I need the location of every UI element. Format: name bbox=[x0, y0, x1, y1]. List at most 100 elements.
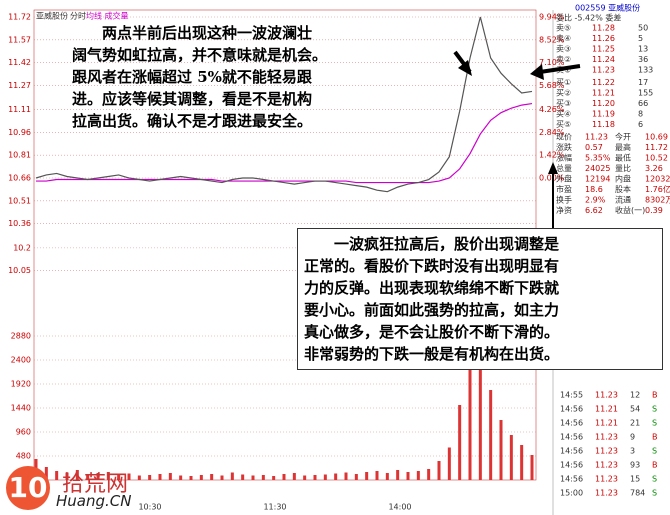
trade-cell: 93 bbox=[630, 461, 640, 470]
volume-bar bbox=[106, 472, 110, 480]
y-tick-label: 11.11 bbox=[8, 105, 31, 114]
stat-cell: 6.62 bbox=[585, 206, 603, 215]
y-tick-label: 11.57 bbox=[8, 35, 31, 44]
trade-cell: S bbox=[652, 489, 657, 498]
y-tick-label: 480 bbox=[16, 452, 31, 461]
pct-tick-label: 4.26% bbox=[539, 105, 565, 114]
x-tick-label: 10:30 bbox=[138, 503, 161, 512]
pct-tick-label: 2.84% bbox=[539, 128, 565, 137]
volume-bar bbox=[251, 475, 255, 480]
volume-bar bbox=[344, 472, 348, 480]
stat-cell: 11.23 bbox=[585, 133, 608, 142]
stat-cell: 净资 bbox=[556, 205, 572, 215]
volume-bar bbox=[292, 473, 296, 480]
trade-cell: 11.23 bbox=[595, 391, 618, 400]
stat-cell: 2.9% bbox=[585, 196, 606, 205]
volume-bar bbox=[65, 472, 69, 480]
trade-cell: 14:56 bbox=[560, 461, 583, 470]
arrowhead bbox=[530, 64, 544, 80]
stat-cell: 现价 bbox=[556, 133, 572, 142]
trade-cell: S bbox=[652, 419, 657, 428]
buy-cell: 买③ bbox=[556, 99, 571, 108]
y-tick-label: 10.51 bbox=[8, 196, 31, 205]
y-tick-label: 11.72 bbox=[8, 13, 31, 22]
volume-bar bbox=[179, 475, 183, 480]
y-tick-label: 1440 bbox=[11, 404, 31, 413]
volume-bar bbox=[55, 471, 59, 480]
note-line: 进。应该等候其调整，看是不是机构 bbox=[72, 90, 313, 108]
buy-cell: 17 bbox=[638, 78, 648, 87]
stat-cell: 1.76亿 bbox=[645, 184, 670, 194]
sell-cell: 133 bbox=[638, 66, 653, 75]
sell-cell: 11.23 bbox=[592, 66, 615, 75]
volume-bar bbox=[303, 475, 307, 480]
trade-cell: 14:56 bbox=[560, 419, 583, 428]
note-line: 非常弱势的下跌一般是有机构在出货。 bbox=[304, 345, 560, 363]
stat-cell: 总量 bbox=[556, 163, 572, 173]
volume-bar bbox=[127, 473, 131, 480]
note-line: 正常的。看股价下跌时没有出现明显有 bbox=[304, 257, 560, 275]
buy-cell: 155 bbox=[638, 89, 653, 98]
buy-cell: 11.19 bbox=[592, 110, 615, 119]
arrowhead bbox=[458, 60, 472, 76]
pct-tick-label: 5.68% bbox=[539, 81, 565, 90]
sell-cell: 卖⑤ bbox=[556, 24, 571, 33]
buy-cell: 11.21 bbox=[592, 89, 615, 98]
note-line: 跟风者在涨幅超过 5%就不能轻易跟 bbox=[72, 68, 312, 86]
stat-cell: 量比 bbox=[615, 163, 631, 173]
stat-cell: 最高 bbox=[615, 142, 631, 152]
stat-cell: 市盈 bbox=[556, 184, 572, 194]
stock-name: 亚威股份 bbox=[36, 11, 68, 21]
volume-bar bbox=[96, 473, 100, 480]
code: 002559 亚威股份 bbox=[575, 3, 640, 13]
trade-cell: S bbox=[652, 405, 657, 414]
stat-cell: 12194 bbox=[585, 175, 610, 184]
sell-cell: 13 bbox=[638, 45, 648, 54]
volume-bar bbox=[478, 355, 482, 480]
volume-bar bbox=[447, 447, 451, 480]
annotation-box: 一波疯狂拉高后，股价出现调整是 正常的。看股价下跌时没有出现明显有 力的反弹。出现表… bbox=[297, 228, 663, 370]
stat-cell: 股本 bbox=[615, 184, 631, 194]
buy-cell: 11.20 bbox=[592, 99, 615, 108]
trade-cell: 14:56 bbox=[560, 475, 583, 484]
sell-cell: 50 bbox=[638, 24, 648, 33]
buy-cell: 11.18 bbox=[592, 120, 615, 129]
stat-cell: 流通 bbox=[615, 195, 631, 205]
trade-cell: 14:56 bbox=[560, 405, 583, 414]
y-tick-label: 10.36 bbox=[8, 219, 31, 228]
trade-cell: 11.23 bbox=[595, 433, 618, 442]
stat-cell: 外盘 bbox=[556, 174, 572, 184]
stat-cell: 8302万 bbox=[645, 196, 670, 205]
volume-bar bbox=[437, 461, 441, 480]
trade-cell: B bbox=[652, 461, 658, 470]
stat-cell: 10.69 bbox=[645, 133, 668, 142]
note-line: 阔气势如虹拉高，并不意味就是机会。 bbox=[72, 46, 328, 64]
volume-bar bbox=[230, 472, 234, 480]
sell-cell: 11.26 bbox=[592, 34, 615, 43]
trade-cell: 11.23 bbox=[595, 447, 618, 456]
stat-cell: 内盘 bbox=[615, 174, 631, 184]
volume-bar bbox=[354, 474, 358, 480]
pct-tick-label: 1.42% bbox=[539, 151, 565, 160]
view: 分时 bbox=[70, 11, 86, 21]
y-tick-label: 10.81 bbox=[8, 151, 31, 160]
stat-cell: 3.26 bbox=[645, 164, 663, 173]
note-line: 两点半前后出现这种一波波澜壮 bbox=[102, 24, 313, 42]
trade-cell: 14:56 bbox=[560, 433, 583, 442]
volume-bar bbox=[199, 475, 203, 480]
sell-cell: 卖③ bbox=[556, 45, 571, 54]
buy-cell: 买④ bbox=[556, 110, 571, 119]
volume-bar bbox=[261, 475, 265, 480]
volume-bar bbox=[86, 474, 90, 480]
x-tick-label: 14:00 bbox=[388, 503, 411, 512]
volume-bar bbox=[499, 420, 503, 480]
buy-cell: 6 bbox=[638, 120, 643, 129]
volume-bar bbox=[220, 475, 224, 480]
y-tick-label: 10.96 bbox=[8, 128, 31, 137]
volume-bar bbox=[75, 470, 79, 480]
buy-cell: 11.22 bbox=[592, 78, 615, 87]
note-line: 一波疯狂拉高后，股价出现调整是 bbox=[334, 235, 560, 253]
trade-cell: 11.23 bbox=[595, 461, 618, 470]
sell-cell: 36 bbox=[638, 55, 648, 64]
